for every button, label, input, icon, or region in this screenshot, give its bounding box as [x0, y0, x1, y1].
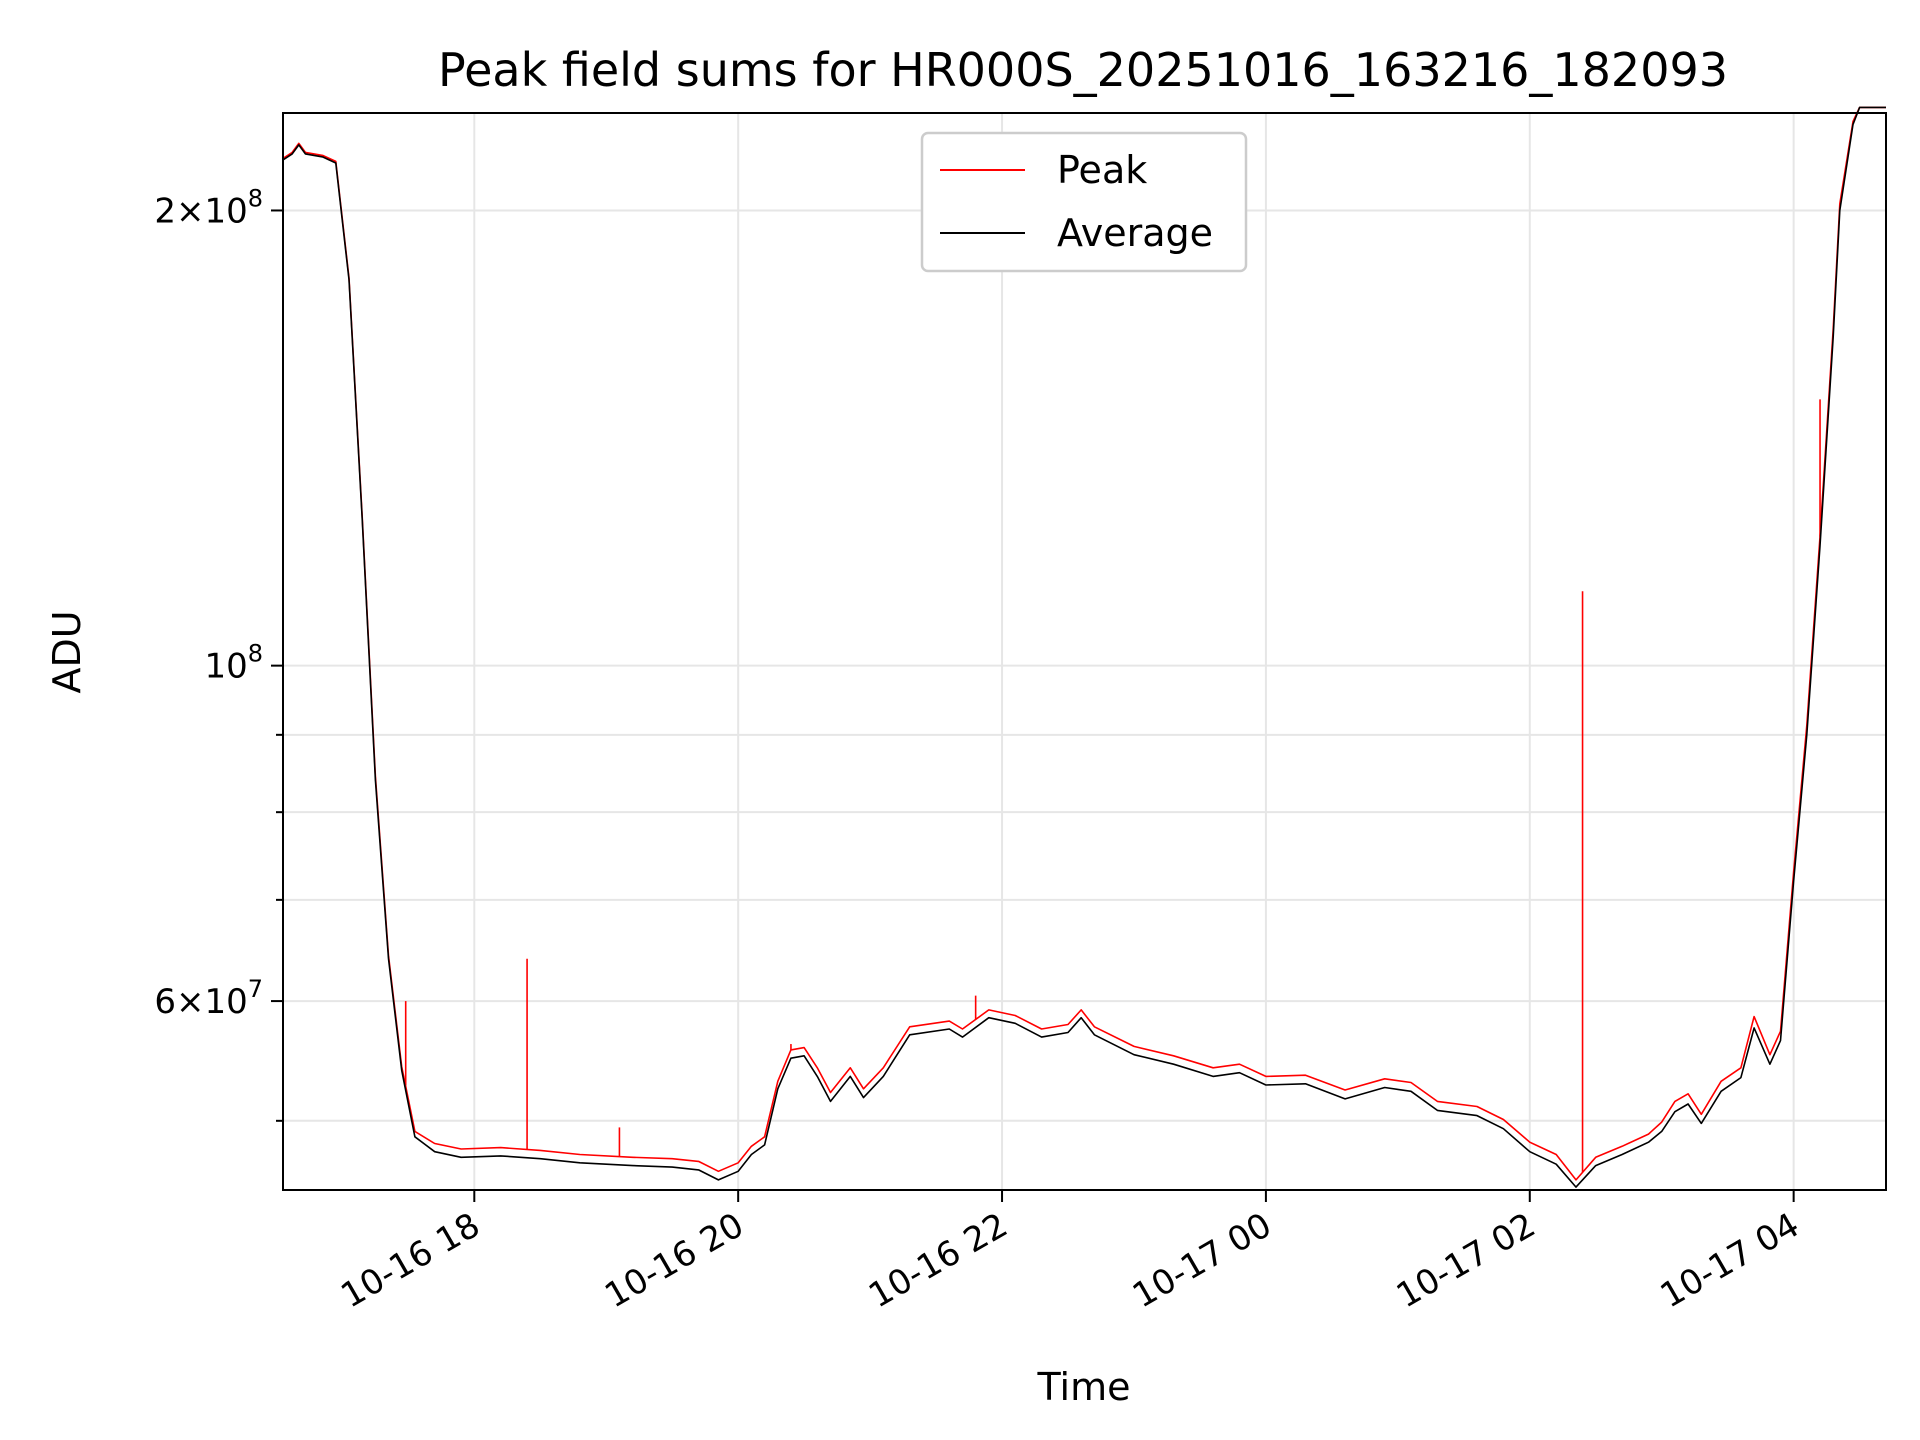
- chart-title: Peak field sums for HR000S_20251016_1632…: [438, 43, 1728, 97]
- x-axis-label: Time: [1037, 1365, 1131, 1409]
- y-tick-label: 2×108: [154, 184, 263, 231]
- series-line-peak: [282, 106, 1886, 1181]
- y-axis-label: ADU: [45, 610, 89, 693]
- y-tick-label: 6×107: [154, 975, 263, 1022]
- plot-area-frame: [282, 112, 1887, 1191]
- series-line-average: [282, 106, 1886, 1188]
- grid: [283, 113, 1886, 1190]
- legend: Peak Average: [920, 131, 1248, 273]
- y-axis: 6×107 108 2×108: [154, 184, 283, 1122]
- series-layer: [282, 106, 1886, 1188]
- legend-peak-label: Peak: [1057, 148, 1147, 192]
- legend-average-label: Average: [1057, 211, 1213, 255]
- legend-box: [920, 131, 1248, 273]
- y-tick-label: 108: [204, 640, 263, 687]
